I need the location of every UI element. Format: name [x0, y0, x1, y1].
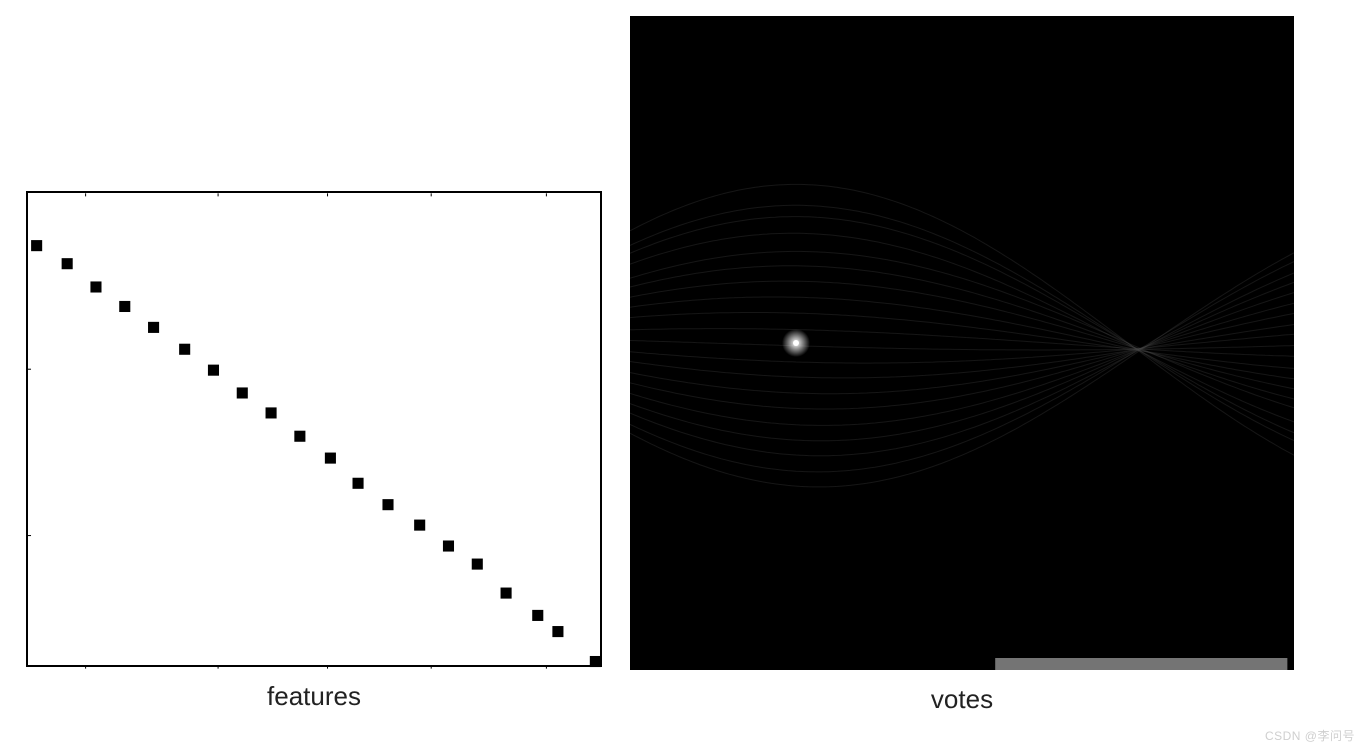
scatter-point	[294, 431, 305, 442]
features-caption: features	[267, 681, 361, 712]
scatter-point	[472, 559, 483, 570]
scatter-point	[414, 520, 425, 531]
scatter-point	[532, 610, 543, 621]
scatter-point	[119, 301, 130, 312]
votes-caption: votes	[931, 684, 993, 715]
scatter-point	[552, 626, 563, 637]
scatter-point	[208, 365, 219, 376]
scatter-point	[237, 387, 248, 398]
scatter-point	[353, 478, 364, 489]
watermark-text: CSDN @李问号	[1265, 727, 1355, 744]
votes-accumulator	[630, 16, 1294, 670]
figure-container: features votes	[0, 0, 1365, 715]
scatter-point	[382, 499, 393, 510]
scatter-point	[325, 453, 336, 464]
scatter-point	[179, 344, 190, 355]
scatter-point	[443, 540, 454, 551]
scatter-point	[62, 258, 73, 269]
features-axes	[26, 191, 602, 667]
scatter-point	[148, 322, 159, 333]
features-scatter	[28, 193, 604, 669]
scatter-point	[31, 240, 42, 251]
features-panel: features	[26, 16, 602, 712]
scatter-point	[90, 281, 101, 292]
scatter-point	[266, 407, 277, 418]
votes-panel: votes	[630, 16, 1294, 715]
scatter-point	[501, 588, 512, 599]
scatter-point	[590, 656, 601, 667]
